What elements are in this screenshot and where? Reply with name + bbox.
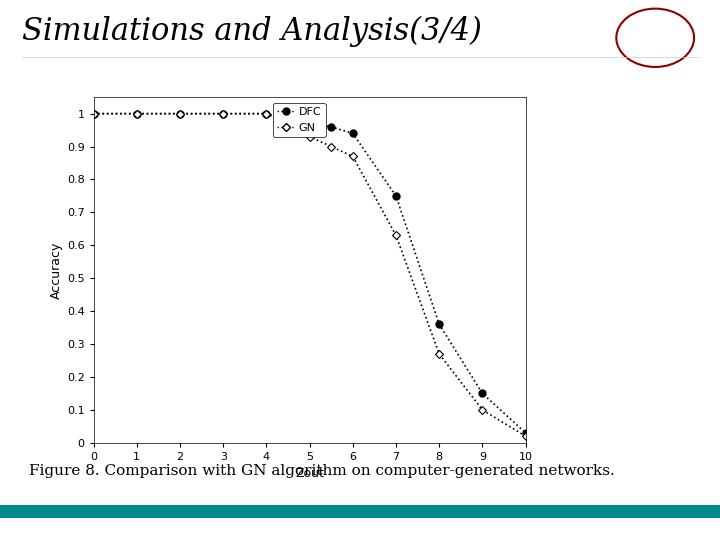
GN — [392, 232, 400, 239]
GN — [305, 133, 314, 140]
DFC — [478, 390, 487, 397]
DFC — [132, 110, 141, 117]
DFC — [305, 120, 314, 127]
Text: Figure 8. Comparison with GN algorithm on computer-generated networks.: Figure 8. Comparison with GN algorithm o… — [29, 464, 615, 478]
DFC — [219, 110, 228, 117]
DFC — [327, 124, 336, 130]
GN — [89, 110, 98, 117]
GN — [478, 407, 487, 413]
Line: DFC: DFC — [90, 110, 529, 436]
DFC — [262, 110, 271, 117]
DFC — [392, 193, 400, 199]
DFC — [521, 430, 530, 436]
X-axis label: Zout: Zout — [295, 468, 324, 481]
GN — [435, 350, 444, 357]
GN — [132, 110, 141, 117]
DFC — [435, 321, 444, 328]
Line: GN: GN — [91, 111, 528, 439]
Legend: DFC, GN: DFC, GN — [273, 103, 325, 137]
GN — [348, 153, 357, 160]
GN — [262, 110, 271, 117]
DFC — [348, 130, 357, 137]
GN — [219, 110, 228, 117]
Text: Simulations and Analysis(3/4): Simulations and Analysis(3/4) — [22, 16, 482, 48]
DFC — [176, 110, 184, 117]
Y-axis label: Accuracy: Accuracy — [50, 241, 63, 299]
GN — [176, 110, 184, 117]
GN — [327, 143, 336, 150]
GN — [521, 433, 530, 440]
DFC — [89, 110, 98, 117]
